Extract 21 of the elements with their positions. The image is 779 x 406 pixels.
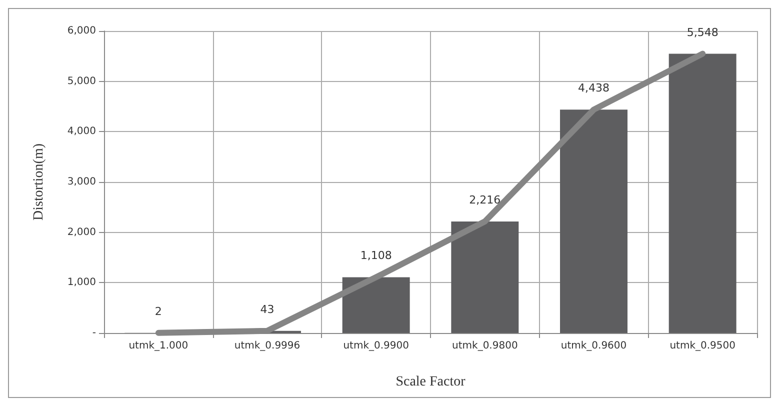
y-tick-label: 1,000 — [67, 277, 96, 288]
x-axis-title: Scale Factor — [396, 374, 466, 390]
data-label: 2,216 — [469, 193, 501, 206]
data-label: 1,108 — [360, 249, 392, 262]
y-tick-label: 5,000 — [67, 76, 96, 87]
x-tick-label: utmk_0.9900 — [343, 340, 409, 352]
x-tick-label: utmk_0.9500 — [670, 340, 736, 352]
x-tick-label: utmk_1.000 — [128, 340, 188, 352]
data-label: 4,438 — [578, 82, 610, 95]
x-tick-label: utmk_0.9600 — [560, 340, 627, 352]
y-axis-title: Distortion(m) — [32, 143, 46, 220]
y-tick-label: 2,000 — [67, 226, 96, 238]
x-tick-label: utmk_0.9800 — [452, 340, 518, 352]
data-label: 5,548 — [686, 26, 718, 39]
x-tick-label: utmk_0.9996 — [234, 340, 300, 352]
data-label: 43 — [260, 302, 274, 316]
y-tick-label: 4,000 — [67, 126, 96, 138]
data-label: 2 — [154, 304, 162, 318]
y-tick-label: - — [92, 328, 96, 338]
y-tick-label: 3,000 — [67, 176, 96, 188]
y-tick-label: 6,000 — [67, 26, 96, 36]
